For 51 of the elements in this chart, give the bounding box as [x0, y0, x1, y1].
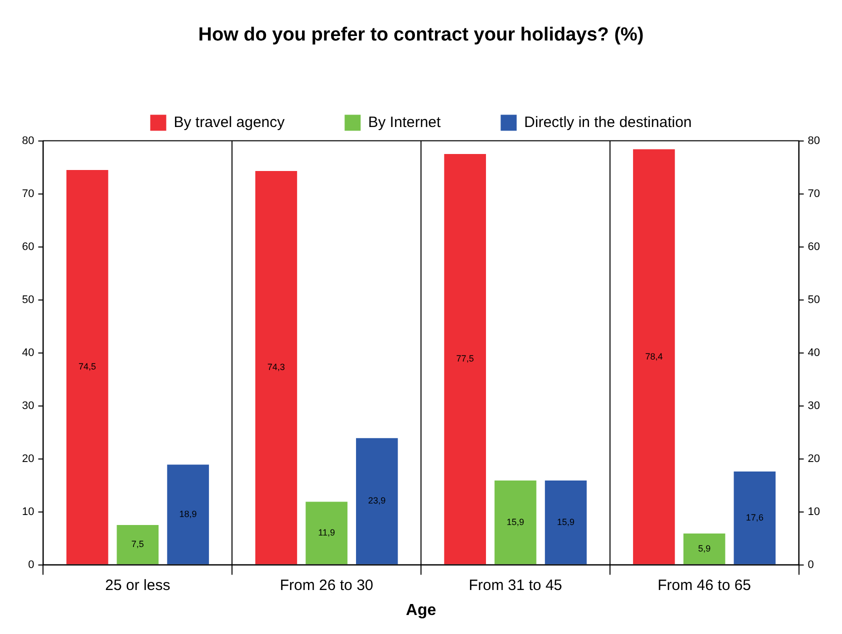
y-tick-label: 20 — [22, 452, 34, 465]
bar — [444, 154, 486, 564]
y-tick-label: 0 — [28, 558, 34, 571]
y2-tick-label: 30 — [808, 400, 820, 412]
bar — [255, 171, 298, 564]
y-tick-label: 50 — [22, 294, 34, 306]
y2-tick-label: 20 — [808, 452, 820, 465]
y2-tick-label: 80 — [808, 134, 820, 147]
y2-tick-label: 0 — [808, 558, 814, 571]
data-label: 15,9 — [506, 516, 524, 527]
bar — [544, 480, 587, 564]
data-label: 74,5 — [78, 362, 96, 372]
bar — [167, 464, 209, 564]
y2-tick-label: 60 — [808, 240, 820, 253]
y2-tick-label: 10 — [808, 506, 820, 518]
bar — [633, 149, 675, 564]
bar — [116, 525, 159, 564]
y-tick-label: 60 — [22, 240, 34, 253]
legend-label: Directly in the destination — [524, 114, 692, 131]
data-label: 7,5 — [131, 539, 144, 550]
data-label: 17,6 — [746, 512, 764, 522]
x-tick-label: From 26 to 30 — [280, 576, 374, 594]
y2-tick-label: 40 — [808, 346, 820, 359]
x-tick-label: From 46 to 65 — [658, 576, 752, 594]
data-label: 23,9 — [368, 496, 386, 506]
data-label: 78,4 — [645, 351, 663, 362]
chart-title: How do you prefer to contract your holidays? (%) — [198, 24, 644, 46]
bar — [306, 502, 348, 564]
y-tick-label: 40 — [22, 346, 34, 359]
y-tick-label: 80 — [22, 134, 34, 147]
x-axis-title: Age — [406, 602, 436, 619]
legend-label: By Internet — [368, 114, 442, 131]
data-label: 11,9 — [318, 528, 335, 538]
data-label: 77,5 — [456, 354, 474, 364]
data-label: 15,9 — [557, 516, 575, 527]
y-tick-label: 70 — [22, 188, 34, 200]
bar — [356, 438, 398, 564]
bar — [734, 472, 776, 564]
bar — [494, 480, 536, 564]
legend-label: By travel agency — [174, 114, 286, 131]
data-label: 18,9 — [179, 508, 197, 519]
bar — [683, 534, 726, 564]
y-tick-label: 10 — [22, 506, 34, 518]
data-label: 5,9 — [698, 543, 711, 554]
bar — [66, 170, 108, 564]
y-tick-label: 30 — [22, 400, 34, 412]
x-tick-label: 25 or less — [105, 576, 170, 594]
y2-tick-label: 70 — [808, 188, 820, 200]
y2-tick-label: 50 — [808, 294, 820, 306]
data-label: 74,3 — [267, 362, 285, 372]
x-tick-label: From 31 to 45 — [468, 576, 562, 594]
